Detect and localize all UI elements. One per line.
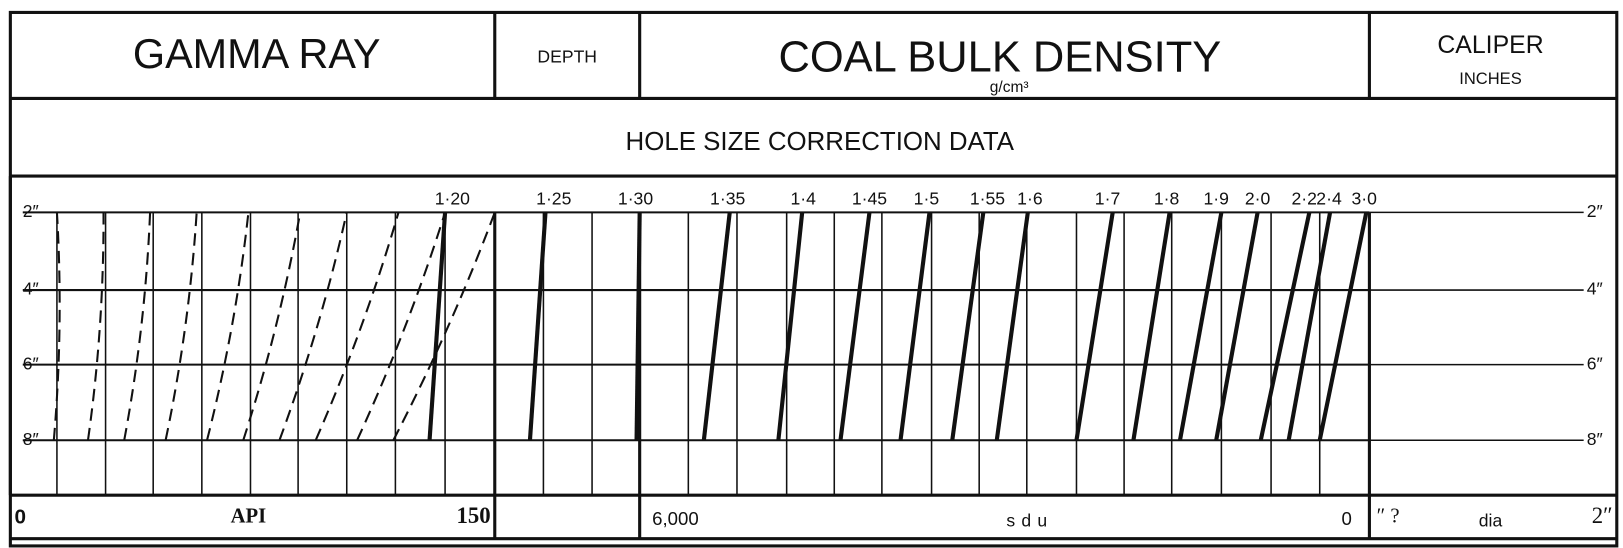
density-correction-line bbox=[1286, 211, 1333, 441]
gamma-correction-curve bbox=[52, 212, 61, 441]
hole-size-label: 8″ bbox=[1587, 429, 1603, 449]
gamma-unit: API bbox=[231, 506, 267, 528]
hole-size-label: 2″ bbox=[23, 201, 39, 221]
density-label: 1·45 bbox=[852, 189, 887, 209]
density-label: 1·4 bbox=[791, 189, 817, 209]
density-correction-line bbox=[1074, 212, 1115, 441]
density-left: 6,000 bbox=[652, 508, 699, 529]
density-correction-line bbox=[1214, 211, 1260, 441]
gamma-max: 150 bbox=[456, 503, 490, 528]
hole-size-label: 4″ bbox=[1587, 279, 1603, 299]
density-label: 1·55 bbox=[970, 189, 1005, 209]
gamma-correction-curve bbox=[123, 212, 152, 441]
density-label: 1·7 bbox=[1095, 189, 1120, 209]
density-label: 2·4 bbox=[1316, 189, 1342, 209]
density-correction-line bbox=[701, 212, 732, 441]
caliper-scale-unit: dia bbox=[1479, 511, 1503, 531]
hole-size-label: 4″ bbox=[23, 279, 39, 299]
caliper-unit: INCHES bbox=[1459, 69, 1522, 88]
density-title: COAL BULK DENSITY bbox=[778, 34, 1221, 82]
density-label: 1·6 bbox=[1017, 189, 1043, 209]
density-label: 3·0 bbox=[1352, 189, 1378, 209]
density-correction-line bbox=[1177, 211, 1224, 441]
hole-size-label: 2″ bbox=[1587, 201, 1603, 221]
density-correction-line bbox=[427, 212, 448, 441]
density-unit: g/cm³ bbox=[990, 79, 1029, 96]
density-label: 2·2 bbox=[1291, 189, 1316, 209]
density-correction-line bbox=[838, 212, 872, 441]
caliper-right: 2″ bbox=[1592, 503, 1613, 528]
density-correction-line bbox=[950, 212, 986, 441]
density-correction-line bbox=[994, 212, 1030, 441]
depth-title: DEPTH bbox=[537, 47, 597, 67]
frame bbox=[8, 10, 1619, 548]
gamma-correction-curve bbox=[314, 212, 400, 441]
density-correction-line bbox=[527, 212, 548, 441]
gamma-correction-curve bbox=[242, 212, 302, 441]
density-scale-unit: sdu bbox=[1006, 511, 1053, 531]
density-right: 0 bbox=[1341, 508, 1351, 529]
hole-size-label: 6″ bbox=[23, 353, 39, 373]
gamma-correction-curve bbox=[206, 212, 250, 441]
gamma-correction-curve bbox=[86, 212, 105, 441]
density-label: 1·5 bbox=[914, 189, 940, 209]
density-correction-line bbox=[898, 212, 932, 441]
gamma-correction-curve bbox=[356, 212, 447, 441]
density-label: 1·20 bbox=[435, 189, 470, 209]
gamma-min: 0 bbox=[14, 505, 26, 528]
density-correction-line bbox=[1317, 211, 1369, 441]
density-correction-line bbox=[1258, 211, 1312, 441]
density-label: 1·35 bbox=[710, 189, 745, 209]
caliper-left: ″ ? bbox=[1377, 506, 1400, 528]
density-label: 1·25 bbox=[536, 189, 571, 209]
density-label: 2·0 bbox=[1245, 189, 1271, 209]
density-correction-line bbox=[1131, 212, 1172, 441]
gamma-correction-curve bbox=[164, 212, 198, 441]
density-label: 1·8 bbox=[1154, 189, 1180, 209]
density-correction-line bbox=[634, 212, 642, 441]
density-label: 1·9 bbox=[1204, 189, 1229, 209]
gamma-correction-curve bbox=[278, 212, 348, 441]
hole-size-label: 8″ bbox=[23, 429, 39, 449]
caliper-title: CALIPER bbox=[1437, 32, 1543, 59]
gamma-correction-curve bbox=[392, 212, 496, 441]
hole-size-label: 6″ bbox=[1587, 353, 1603, 373]
density-correction-line bbox=[776, 212, 805, 441]
gamma-ray-title: GAMMA RAY bbox=[133, 31, 381, 77]
section-title: HOLE SIZE CORRECTION DATA bbox=[626, 128, 1015, 156]
density-label: 1·30 bbox=[618, 189, 653, 209]
